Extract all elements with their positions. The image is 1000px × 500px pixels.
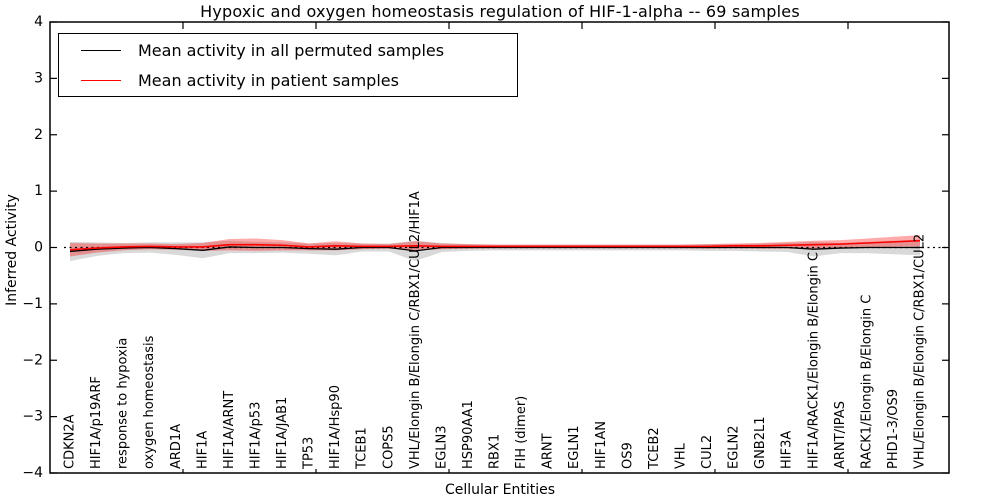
entity-label: CUL2 — [700, 435, 715, 469]
patient-line-swatch — [81, 79, 121, 81]
y-tick-label: 0 — [34, 240, 43, 256]
permuted-mean-line — [69, 246, 920, 253]
entity-label: VHL/Elongin B/Elongin C/RBX1/CUL2/HIF1A — [408, 191, 423, 469]
entity-label: EGLN3 — [434, 425, 449, 469]
entity-label: VHL/Elongin B/Elongin C/RBX1/CUL2 — [913, 234, 928, 469]
entity-label: TCEB1 — [355, 427, 370, 470]
y-tick-label: 2 — [34, 127, 43, 143]
entity-label: HIF1A/Hsp90 — [328, 385, 343, 469]
entity-label: response to hypoxia — [116, 338, 131, 469]
legend-item-patient: Mean activity in patient samples — [59, 68, 517, 92]
patient-mean-line — [69, 239, 921, 251]
entity-label: FIH (dimer) — [514, 396, 529, 469]
legend-label-patient: Mean activity in patient samples — [138, 70, 399, 90]
entity-label: CDKN2A — [63, 414, 78, 469]
y-tick-label: −3 — [22, 409, 43, 425]
entity-label: COPS5 — [381, 425, 396, 469]
legend-item-permuted: Mean activity in all permuted samples — [59, 38, 517, 62]
entity-label: HIF1A — [195, 431, 210, 469]
y-tick-label: 3 — [34, 70, 43, 86]
chart-title: Hypoxic and oxygen homeostasis regulatio… — [200, 2, 800, 21]
entity-label: HSP90AA1 — [461, 400, 476, 469]
entity-label: RACK1/Elongin B/Elongin C — [859, 295, 874, 469]
permuted-line-swatch — [81, 49, 121, 51]
y-tick-label: 1 — [34, 183, 43, 199]
entity-label: ARD1A — [169, 424, 184, 469]
entity-label: HIF3A — [780, 431, 795, 469]
x-axis-label: Cellular Entities — [444, 482, 556, 498]
entity-label: EGLN2 — [727, 425, 742, 469]
entity-label: TP53 — [302, 437, 317, 470]
entity-label: HIF1A/RACK1/Elongin B/Elongin C — [806, 252, 821, 469]
entity-label: PHD1-3/OS9 — [886, 389, 901, 469]
y-tick-label: −1 — [22, 296, 43, 312]
entity-label: VHL — [673, 442, 688, 469]
legend: Mean activity in all permuted samples Me… — [58, 33, 518, 97]
entity-label: ARNT — [541, 433, 556, 469]
entity-label: HIF1A/ARNT — [222, 391, 237, 469]
y-tick-label: 4 — [34, 14, 43, 30]
entity-label: HIF1A/p53 — [248, 402, 263, 469]
y-tick-label: −2 — [22, 352, 43, 368]
entity-label: ARNT/IPAS — [833, 401, 848, 469]
entity-label: HIF1AN — [594, 421, 609, 469]
entity-label: EGLN1 — [567, 425, 582, 469]
entity-label: GNB2L1 — [753, 416, 768, 469]
entity-label: RBX1 — [488, 434, 503, 469]
legend-label-permuted: Mean activity in all permuted samples — [138, 40, 445, 60]
entity-label: OS9 — [620, 442, 635, 469]
entity-label: oxygen homeostasis — [142, 335, 157, 469]
y-tick-label: −4 — [22, 465, 43, 481]
entity-label: HIF1A/p19ARF — [89, 376, 104, 469]
entity-label: HIF1A/JAB1 — [275, 397, 290, 469]
entity-label: TCEB2 — [647, 427, 662, 470]
y-axis-label: Inferred Activity — [4, 194, 20, 306]
